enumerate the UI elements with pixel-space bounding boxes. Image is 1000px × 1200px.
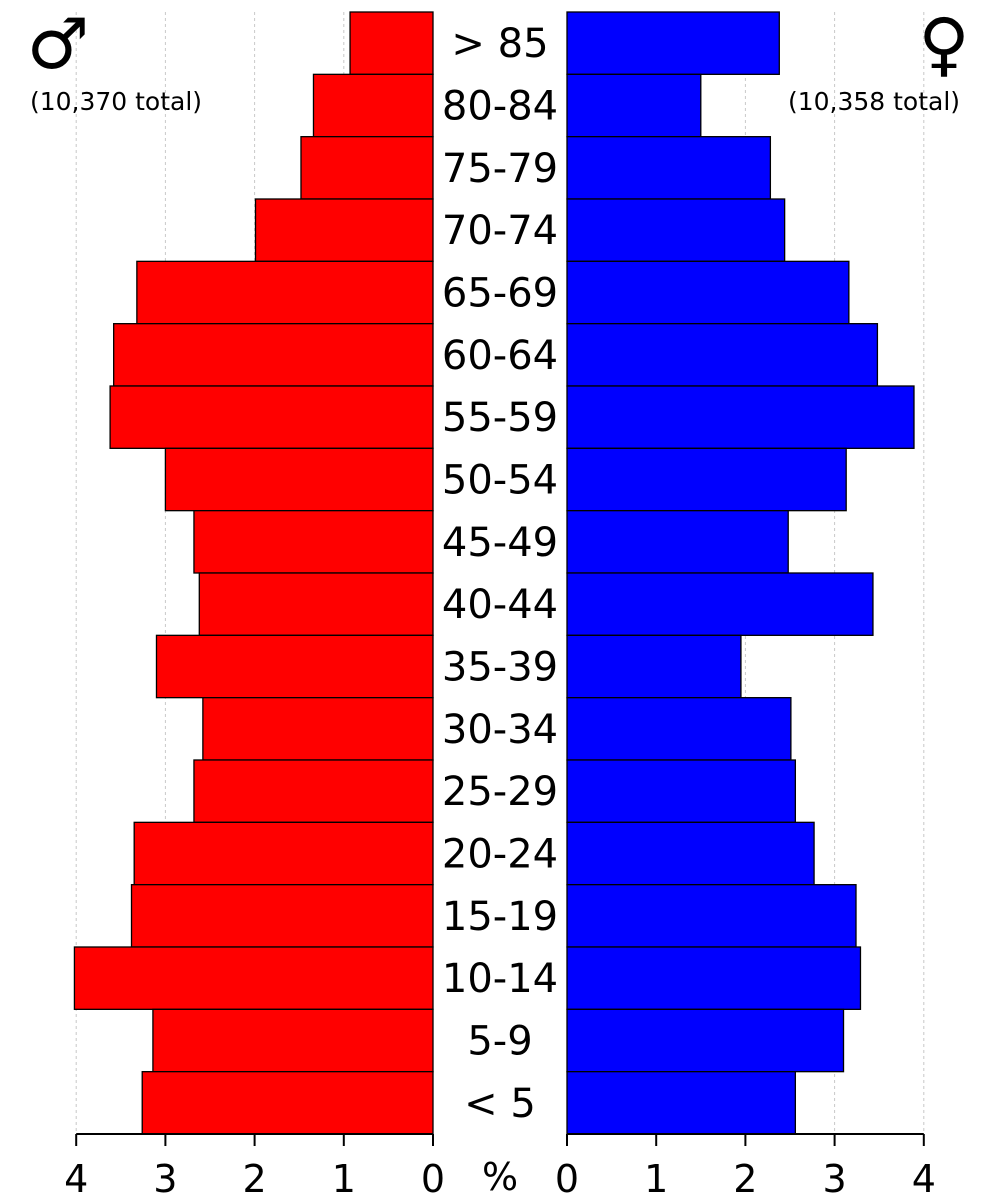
male-total-label: (10,370 total) bbox=[30, 87, 202, 116]
male-bar-10 bbox=[155, 634, 434, 699]
female-bar-0 bbox=[566, 11, 780, 75]
female-bar-5 bbox=[566, 323, 879, 387]
male-bar-0 bbox=[349, 11, 434, 75]
male-bar-3 bbox=[254, 198, 434, 262]
male-bar-17 bbox=[141, 1071, 434, 1135]
age-label-4: 65-69 bbox=[442, 271, 558, 317]
age-label-14: 15-19 bbox=[442, 894, 558, 940]
male-bar-5 bbox=[113, 323, 434, 387]
female-bar-1 bbox=[566, 73, 702, 138]
male-bar-7 bbox=[164, 447, 434, 512]
male-bar-13 bbox=[133, 821, 434, 886]
female-bar-8 bbox=[566, 510, 789, 574]
female-bar-15 bbox=[566, 946, 862, 1010]
male-symbol-icon: ♂ bbox=[27, 3, 90, 85]
male-bar-2 bbox=[300, 136, 434, 200]
female-bar-11 bbox=[566, 697, 792, 761]
male-bar-1 bbox=[312, 73, 434, 138]
female-bar-16 bbox=[566, 1008, 845, 1073]
age-label-17: < 5 bbox=[464, 1081, 536, 1127]
male-bar-14 bbox=[130, 884, 434, 948]
male-tick-label-2: 2 bbox=[243, 1157, 267, 1200]
age-label-6: 55-59 bbox=[442, 395, 558, 441]
age-label-12: 25-29 bbox=[442, 769, 558, 815]
age-label-15: 10-14 bbox=[442, 956, 558, 1002]
female-tick-label-4: 4 bbox=[912, 1157, 936, 1200]
age-label-16: 5-9 bbox=[467, 1019, 532, 1065]
male-tick-label-4: 4 bbox=[64, 1157, 88, 1200]
female-bar-4 bbox=[566, 260, 850, 325]
female-bar-2 bbox=[566, 136, 772, 200]
age-label-1: 80-84 bbox=[442, 84, 558, 130]
age-label-3: 70-74 bbox=[442, 208, 558, 254]
axes: 0 0 1 1 2 2 3 3 4 4 bbox=[64, 1133, 936, 1200]
female-tick-label-0: 0 bbox=[555, 1157, 579, 1200]
male-bar-4 bbox=[136, 260, 434, 325]
age-label-10: 35-39 bbox=[442, 645, 558, 691]
female-tick-label-1: 1 bbox=[644, 1157, 668, 1200]
age-label-7: 50-54 bbox=[442, 458, 558, 504]
male-bar-12 bbox=[193, 759, 434, 823]
male-bar-11 bbox=[202, 697, 434, 761]
unit-label: % bbox=[482, 1155, 518, 1199]
female-bar-3 bbox=[566, 198, 786, 262]
age-label-0: > 85 bbox=[451, 21, 548, 67]
age-label-11: 30-34 bbox=[442, 707, 558, 753]
male-tick-label-0: 0 bbox=[421, 1157, 445, 1200]
female-bar-7 bbox=[566, 447, 847, 512]
male-bar-15 bbox=[73, 946, 434, 1010]
female-bar-9 bbox=[566, 572, 874, 636]
male-bar-9 bbox=[198, 572, 434, 636]
bars bbox=[73, 11, 915, 1135]
female-tick-label-3: 3 bbox=[823, 1157, 847, 1200]
female-bar-17 bbox=[566, 1071, 797, 1135]
age-label-2: 75-79 bbox=[442, 146, 558, 192]
female-bar-14 bbox=[566, 884, 857, 948]
age-label-5: 60-64 bbox=[442, 333, 558, 379]
female-bar-13 bbox=[566, 821, 815, 886]
male-bar-8 bbox=[193, 510, 434, 574]
female-bar-6 bbox=[566, 385, 915, 449]
female-bar-10 bbox=[566, 634, 742, 699]
age-labels: > 85 80-84 75-79 70-74 65-69 60-64 55-59 50-54 4… bbox=[442, 21, 558, 1127]
female-bar-12 bbox=[566, 759, 797, 823]
male-bar-6 bbox=[109, 385, 434, 449]
male-tick-label-3: 3 bbox=[153, 1157, 177, 1200]
female-symbol-icon: ♀ bbox=[918, 3, 969, 85]
age-label-9: 40-44 bbox=[442, 582, 558, 628]
female-total-label: (10,358 total) bbox=[788, 87, 960, 116]
male-tick-label-1: 1 bbox=[332, 1157, 356, 1200]
age-label-8: 45-49 bbox=[442, 520, 558, 566]
male-bar-16 bbox=[152, 1008, 434, 1073]
age-label-13: 20-24 bbox=[442, 832, 558, 878]
female-tick-label-2: 2 bbox=[733, 1157, 757, 1200]
